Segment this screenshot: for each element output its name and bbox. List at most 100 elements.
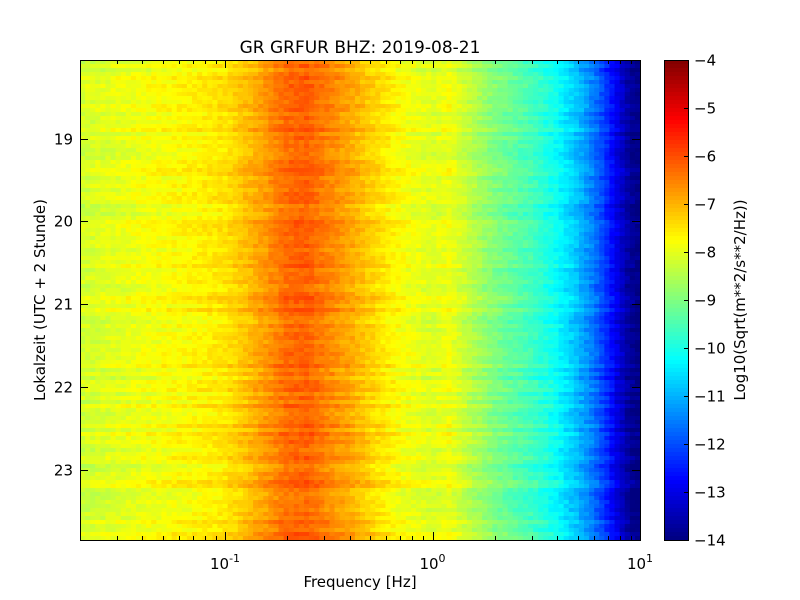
heatmap-cell [568, 140, 575, 145]
heatmap-cell [426, 200, 432, 205]
heatmap-cell [431, 208, 437, 213]
heatmap-cell [370, 168, 376, 173]
heatmap-cell [130, 232, 137, 237]
heatmap-cell [624, 80, 631, 85]
heatmap-cell [273, 204, 280, 209]
heatmap-cell [100, 176, 107, 181]
heatmap-cell [624, 232, 631, 237]
heatmap-cell [324, 188, 331, 193]
heatmap-cell [253, 60, 259, 65]
heatmap-cell [120, 224, 127, 229]
heatmap-cell [207, 68, 213, 73]
heatmap-cell [395, 124, 402, 129]
heatmap-cell [528, 140, 534, 145]
heatmap-cell [629, 232, 636, 237]
heatmap-cell [146, 204, 152, 209]
heatmap-cell [227, 220, 234, 225]
heatmap-cell [528, 104, 534, 109]
heatmap-cell [589, 68, 595, 73]
heatmap-cell [141, 228, 147, 233]
heatmap-cell [248, 152, 254, 157]
heatmap-cell [594, 188, 600, 193]
heatmap-cell [599, 104, 605, 109]
heatmap-cell [573, 220, 580, 225]
heatmap-cell [380, 180, 387, 185]
heatmap-cell [156, 128, 163, 133]
heatmap-cell [604, 116, 611, 121]
heatmap-cell [115, 176, 122, 181]
heatmap-cell [634, 152, 641, 157]
heatmap-cell [578, 184, 585, 189]
heatmap-cell [594, 216, 600, 221]
heatmap-cell [217, 184, 224, 189]
heatmap-cell [472, 92, 478, 97]
heatmap-cell [100, 236, 107, 241]
heatmap-cell [629, 120, 636, 125]
heatmap-cell [370, 124, 376, 129]
heatmap-cell [242, 160, 249, 165]
heatmap-cell [146, 136, 152, 141]
heatmap-cell [365, 136, 371, 141]
heatmap-cell [146, 168, 152, 173]
heatmap-cell [395, 176, 402, 181]
heatmap-cell [370, 112, 376, 117]
heatmap-cell [324, 92, 331, 97]
heatmap-cell [309, 156, 315, 161]
heatmap-cell [492, 220, 499, 225]
heatmap-cell [548, 144, 555, 149]
heatmap-cell [156, 232, 163, 237]
heatmap-cell [497, 216, 504, 221]
heatmap-cell [161, 112, 168, 117]
heatmap-cell [237, 116, 244, 121]
heatmap-cell [528, 216, 534, 221]
heatmap-cell [85, 120, 91, 125]
heatmap-cell [304, 192, 310, 197]
heatmap-cell [192, 148, 198, 153]
heatmap-cell [309, 192, 315, 197]
heatmap-cell [395, 216, 402, 221]
heatmap-cell [487, 124, 493, 129]
heatmap-cell [594, 140, 600, 145]
heatmap-cell [543, 112, 549, 117]
heatmap-cell [436, 184, 443, 189]
heatmap-cell [380, 108, 387, 113]
heatmap-cell [349, 180, 356, 185]
heatmap-cell [405, 224, 412, 229]
heatmap-cell [614, 64, 621, 69]
heatmap-cell [441, 168, 448, 173]
heatmap-cell [181, 100, 188, 105]
heatmap-cell [477, 148, 483, 153]
heatmap-cell [416, 212, 422, 217]
heatmap-cell [451, 176, 458, 181]
heatmap-cell [298, 60, 305, 65]
heatmap-cell [405, 100, 412, 105]
heatmap-cell [589, 168, 595, 173]
heatmap-cell [344, 120, 351, 125]
heatmap-cell [329, 108, 336, 113]
heatmap-cell [192, 224, 198, 229]
heatmap-cell [533, 172, 539, 177]
heatmap-cell [568, 192, 575, 197]
heatmap-cell [360, 76, 366, 81]
heatmap-cell [528, 132, 534, 137]
heatmap-cell [319, 80, 325, 85]
heatmap-cell [589, 204, 595, 209]
heatmap-cell [441, 192, 448, 197]
heatmap-cell [120, 124, 127, 129]
heatmap-cell [594, 76, 600, 81]
heatmap-cell [512, 108, 519, 113]
heatmap-cell [85, 128, 91, 133]
heatmap-cell [436, 92, 443, 97]
heatmap-cell [416, 184, 422, 189]
heatmap-cell [171, 136, 178, 141]
heatmap-cell [222, 156, 229, 161]
heatmap-cell [568, 180, 575, 185]
heatmap-cell [553, 76, 560, 81]
heatmap-cell [528, 96, 534, 101]
heatmap-cell [604, 156, 611, 161]
heatmap-cell [248, 148, 254, 153]
heatmap-cell [517, 152, 524, 157]
heatmap-cell [324, 104, 331, 109]
heatmap-cell [538, 108, 544, 113]
heatmap-cell [563, 140, 570, 145]
